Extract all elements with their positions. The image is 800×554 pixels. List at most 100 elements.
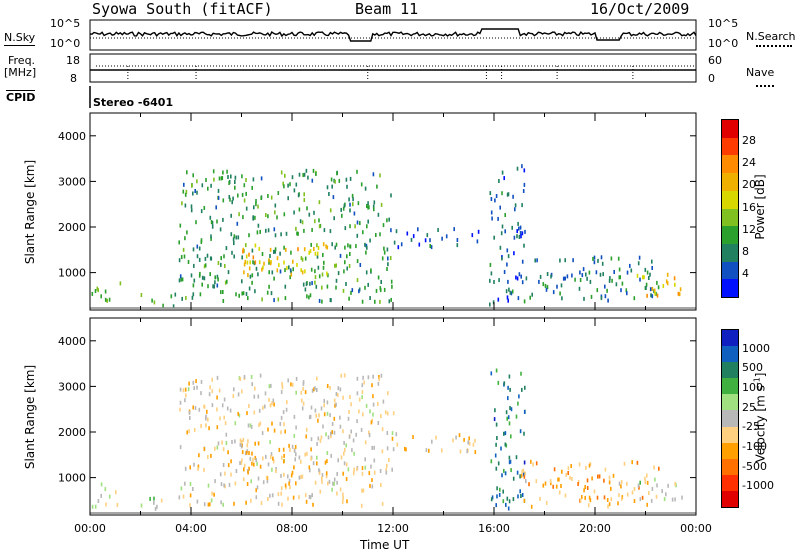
heat-cell — [435, 435, 437, 440]
colorbar-cell — [722, 120, 738, 139]
heat-cell — [336, 171, 338, 176]
heat-cell — [273, 249, 275, 254]
heat-cell — [189, 482, 192, 486]
heat-cell — [292, 259, 294, 264]
heat-cell — [312, 461, 315, 466]
heat-cell — [179, 400, 182, 405]
heat-cell — [406, 231, 409, 236]
heat-cell — [520, 274, 522, 279]
heat-cell — [323, 403, 325, 408]
heat-cell — [187, 260, 190, 264]
heat-cell — [292, 495, 295, 500]
heat-cell — [626, 492, 629, 497]
y-tick-label: 1000 — [58, 267, 86, 280]
heat-cell — [289, 485, 291, 490]
heat-cell — [225, 432, 228, 437]
heat-cell — [503, 431, 505, 436]
heat-cell — [335, 278, 338, 283]
heat-cell — [649, 287, 652, 292]
heat-cell — [270, 452, 273, 456]
heat-cell — [511, 289, 514, 294]
heat-cell — [582, 267, 585, 272]
colorbar-cell — [722, 362, 738, 379]
colorbar-cell — [722, 394, 738, 411]
heat-cell — [359, 221, 361, 226]
heat-cell — [520, 234, 522, 239]
heat-cell — [198, 273, 201, 278]
heat-cell — [297, 193, 300, 198]
heat-cell — [368, 433, 371, 438]
heat-cell — [339, 253, 342, 258]
heat-cell — [356, 419, 358, 424]
heat-cell — [311, 388, 314, 393]
heat-cell — [588, 463, 591, 468]
heat-cell — [293, 433, 296, 438]
heat-cell — [280, 415, 283, 420]
heat-cell — [372, 204, 375, 209]
heat-cell — [201, 275, 204, 280]
heat-cell — [333, 416, 336, 421]
heat-cell — [234, 185, 236, 190]
heat-cell — [391, 284, 393, 289]
heat-cell — [590, 294, 593, 299]
heat-cell — [295, 452, 297, 457]
heat-cell — [225, 441, 228, 445]
heat-cell — [280, 486, 283, 491]
heat-cell — [210, 234, 212, 239]
heat-cell — [381, 449, 384, 454]
freq-frame — [89, 53, 697, 83]
heat-cell — [490, 210, 493, 215]
heat-cell — [501, 191, 503, 196]
heat-cell — [184, 398, 186, 403]
heat-cell — [651, 286, 654, 291]
heat-cell — [203, 206, 206, 210]
heat-cell — [333, 430, 336, 435]
heat-cell — [185, 296, 187, 300]
heat-cell — [426, 233, 429, 238]
heat-cell — [544, 283, 547, 288]
heat-cell — [606, 288, 608, 293]
heat-cell — [260, 196, 262, 200]
heat-cell — [603, 495, 606, 500]
nsky-right-tick-bottom: 10^0 — [708, 37, 739, 50]
heat-cell — [304, 452, 306, 457]
heat-cell — [230, 459, 232, 464]
heat-cell — [287, 496, 289, 501]
heat-cell — [318, 274, 321, 279]
heat-cell — [269, 254, 271, 258]
heat-cell — [515, 275, 517, 280]
heat-cell — [331, 242, 333, 247]
heat-cell — [280, 473, 282, 478]
heat-cell — [300, 256, 303, 261]
heat-cell — [343, 269, 345, 274]
heat-cell — [311, 281, 313, 286]
heat-cell — [521, 259, 524, 264]
heat-cell — [211, 377, 213, 382]
heat-cell — [346, 266, 348, 271]
heat-cell — [220, 290, 222, 295]
heat-cell — [108, 297, 111, 302]
heat-cell — [656, 483, 658, 488]
heat-cell — [498, 179, 500, 183]
heat-cell — [342, 492, 344, 497]
heat-cell — [602, 272, 604, 277]
heat-cell — [190, 208, 193, 213]
heat-cell — [208, 392, 211, 397]
heat-cell — [221, 403, 224, 408]
heat-cell — [345, 177, 348, 182]
heat-cell — [663, 497, 666, 502]
heat-cell — [247, 470, 249, 475]
heat-cell — [274, 247, 277, 252]
heat-cell — [278, 447, 281, 452]
heat-cell — [356, 169, 358, 174]
heat-cell — [215, 205, 217, 210]
heat-cell — [305, 427, 308, 432]
heat-cell — [430, 245, 433, 250]
heat-cell — [503, 176, 505, 181]
heat-cell — [567, 466, 570, 471]
heat-cell — [673, 276, 676, 281]
heat-cell — [360, 427, 363, 432]
heat-cell — [463, 437, 465, 442]
heat-cell — [498, 492, 501, 497]
heat-cell — [251, 280, 253, 285]
